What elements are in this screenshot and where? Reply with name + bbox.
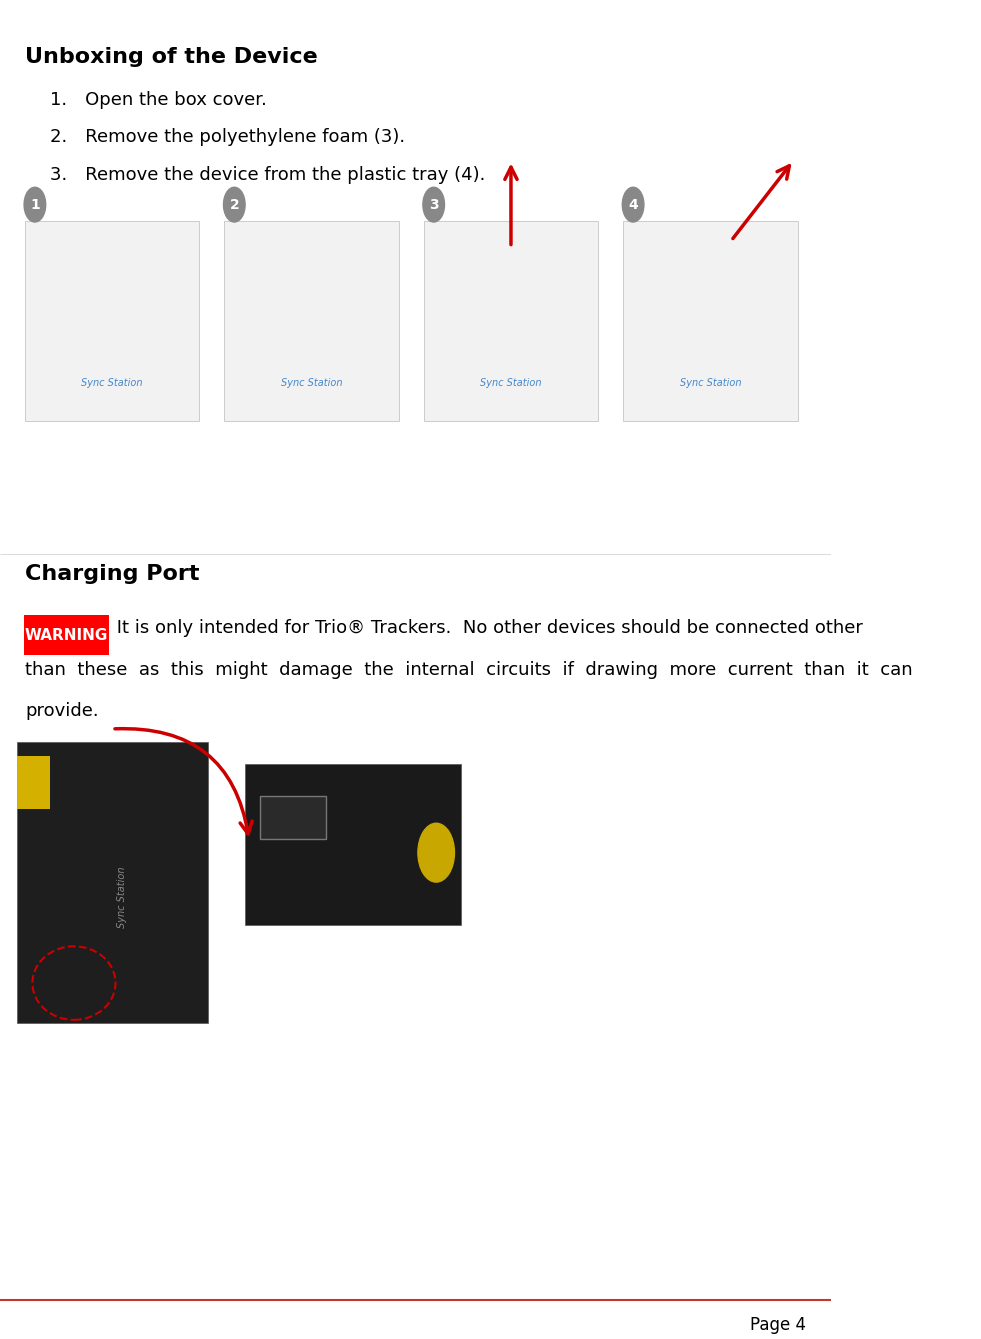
Text: Unboxing of the Device: Unboxing of the Device xyxy=(25,47,318,67)
FancyBboxPatch shape xyxy=(260,797,326,840)
FancyBboxPatch shape xyxy=(225,221,399,422)
FancyBboxPatch shape xyxy=(424,221,598,422)
FancyBboxPatch shape xyxy=(25,221,199,422)
Circle shape xyxy=(224,187,245,222)
Circle shape xyxy=(622,187,644,222)
Text: Page 4: Page 4 xyxy=(749,1316,806,1334)
Text: 1: 1 xyxy=(30,198,40,212)
FancyBboxPatch shape xyxy=(245,765,461,925)
FancyBboxPatch shape xyxy=(17,742,208,1023)
Text: 3: 3 xyxy=(429,198,439,212)
Text: 2: 2 xyxy=(230,198,239,212)
Text: 1. Open the box cover.: 1. Open the box cover. xyxy=(50,91,267,108)
Text: Charging Port: Charging Port xyxy=(25,565,199,584)
Circle shape xyxy=(418,823,454,882)
Text: Sync Station: Sync Station xyxy=(481,378,542,388)
FancyBboxPatch shape xyxy=(25,615,109,655)
Text: 3. Remove the device from the plastic tray (4).: 3. Remove the device from the plastic tr… xyxy=(50,166,486,183)
Text: Sync Station: Sync Station xyxy=(680,378,741,388)
Text: It is only intended for Trio® Trackers.  No other devices should be connected ot: It is only intended for Trio® Trackers. … xyxy=(111,619,862,637)
Text: Sync Station: Sync Station xyxy=(117,866,127,928)
Text: WARNING: WARNING xyxy=(25,628,108,643)
Text: provide.: provide. xyxy=(25,702,98,720)
Text: than  these  as  this  might  damage  the  internal  circuits  if  drawing  more: than these as this might damage the inte… xyxy=(25,660,912,679)
Circle shape xyxy=(25,187,46,222)
Circle shape xyxy=(423,187,444,222)
Text: 2. Remove the polyethylene foam (3).: 2. Remove the polyethylene foam (3). xyxy=(50,129,405,146)
FancyBboxPatch shape xyxy=(623,221,798,422)
FancyBboxPatch shape xyxy=(17,755,50,809)
Text: 4: 4 xyxy=(628,198,638,212)
Text: Sync Station: Sync Station xyxy=(81,378,143,388)
Text: Sync Station: Sync Station xyxy=(281,378,342,388)
